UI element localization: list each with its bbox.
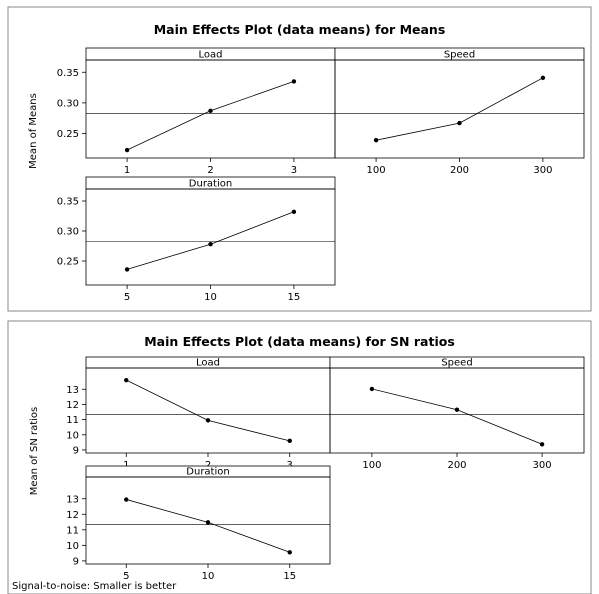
y-tick-label: 0.35 bbox=[57, 68, 79, 79]
y-tick-label: 0.30 bbox=[57, 98, 79, 109]
data-point bbox=[369, 386, 375, 392]
y-tick-label: 0.35 bbox=[57, 197, 79, 208]
y-tick-label: 10 bbox=[66, 430, 79, 441]
x-tick-label: 5 bbox=[123, 571, 129, 582]
panel-label: Load bbox=[196, 358, 220, 369]
panel-speed: Speed 100 200 300 bbox=[329, 356, 585, 471]
data-point bbox=[291, 209, 297, 214]
y-axis-label: Mean of Means bbox=[28, 93, 39, 169]
data-point bbox=[205, 520, 211, 525]
data-point bbox=[373, 138, 379, 143]
data-point bbox=[539, 442, 545, 447]
data-point bbox=[124, 267, 130, 272]
x-tick-label: 200 bbox=[450, 165, 469, 176]
x-tick-label: 200 bbox=[447, 460, 466, 471]
panel-duration: Duration 9 10 11 12 13 5 10 15 bbox=[66, 465, 331, 582]
x-tick-label: 15 bbox=[288, 292, 301, 303]
y-tick-label: 11 bbox=[66, 525, 79, 536]
x-tick-label: 2 bbox=[205, 460, 211, 471]
data-point bbox=[287, 438, 292, 444]
y-tick-label: 0.30 bbox=[57, 227, 79, 238]
data-point bbox=[124, 497, 129, 502]
y-tick-label: 0.25 bbox=[57, 257, 79, 268]
data-point bbox=[208, 108, 213, 114]
data-point bbox=[124, 147, 130, 153]
chart-title: Main Effects Plot (data means) for SN ra… bbox=[144, 334, 455, 349]
data-point bbox=[291, 79, 297, 84]
data-point bbox=[540, 75, 546, 80]
y-tick-label: 9 bbox=[73, 445, 79, 456]
data-point bbox=[457, 120, 462, 126]
sn-ratios-chart: Main Effects Plot (data means) for SN ra… bbox=[7, 320, 592, 594]
x-tick-label: 2 bbox=[207, 165, 213, 176]
panel-load: Load 0.25 0.30 0.35 1 2 3 bbox=[57, 47, 336, 176]
panel-label: Duration bbox=[189, 179, 232, 190]
chart-title: Main Effects Plot (data means) for Means bbox=[154, 22, 446, 37]
x-tick-label: 10 bbox=[204, 292, 217, 303]
x-tick-label: 3 bbox=[287, 460, 293, 471]
data-point bbox=[287, 550, 292, 555]
x-tick-label: 10 bbox=[202, 571, 215, 582]
y-tick-label: 13 bbox=[66, 494, 79, 505]
x-tick-label: 100 bbox=[362, 460, 381, 471]
y-axis-label: Mean of SN ratios bbox=[29, 407, 40, 496]
data-point bbox=[454, 407, 460, 412]
x-tick-label: 1 bbox=[123, 460, 129, 471]
panel-label: Duration bbox=[186, 467, 229, 478]
y-tick-label: 13 bbox=[66, 385, 79, 396]
x-tick-label: 100 bbox=[367, 165, 386, 176]
data-point bbox=[124, 377, 129, 383]
x-tick-label: 3 bbox=[291, 165, 297, 176]
x-tick-label: 300 bbox=[533, 165, 552, 176]
panel-label: Speed bbox=[441, 358, 472, 369]
y-tick-label: 12 bbox=[66, 510, 79, 521]
y-tick-label: 11 bbox=[66, 415, 79, 426]
x-tick-label: 5 bbox=[124, 292, 130, 303]
y-tick-label: 0.25 bbox=[57, 129, 79, 140]
panel-label: Load bbox=[199, 50, 223, 61]
panel-duration: Duration 0.25 0.30 0.35 5 10 15 bbox=[57, 176, 336, 303]
y-tick-label: 10 bbox=[66, 541, 79, 552]
footnote: Signal-to-noise: Smaller is better bbox=[12, 581, 177, 592]
panel-label: Speed bbox=[444, 50, 475, 61]
y-tick-label: 12 bbox=[66, 400, 79, 411]
data-point bbox=[208, 242, 213, 247]
x-tick-label: 1 bbox=[124, 165, 130, 176]
data-point bbox=[205, 418, 211, 423]
panel-speed: Speed 100 200 300 bbox=[334, 47, 585, 176]
x-tick-label: 15 bbox=[283, 571, 296, 582]
means-chart: Main Effects Plot (data means) for Means… bbox=[7, 6, 592, 312]
y-tick-label: 9 bbox=[73, 556, 79, 567]
x-tick-label: 300 bbox=[533, 460, 552, 471]
